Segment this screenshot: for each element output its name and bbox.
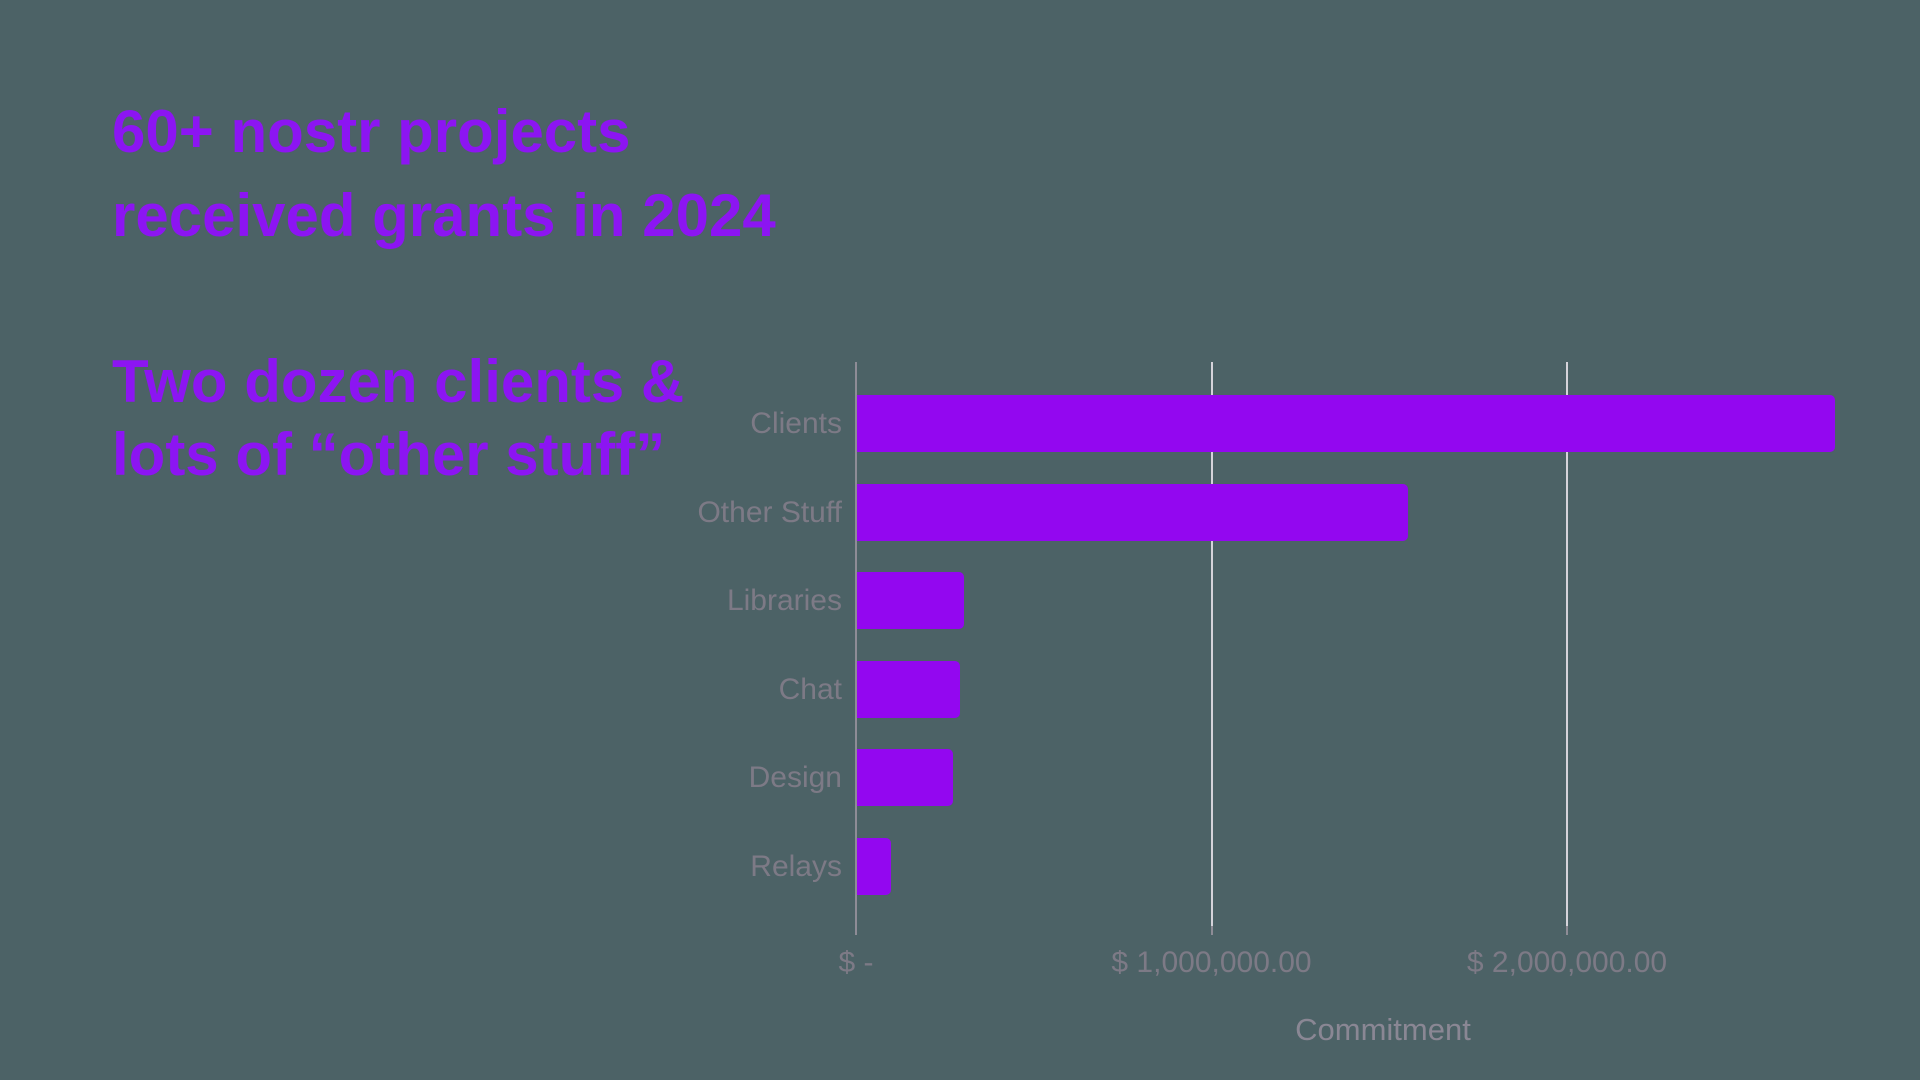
bar-design: [857, 749, 953, 807]
value-gridline: [1210, 362, 1213, 926]
slide-subtitle-line-2: lots of “other stuff”: [112, 421, 666, 488]
bar-libraries: [857, 572, 964, 630]
value-axis-tick: [855, 926, 857, 935]
value-axis-tick: [1210, 926, 1213, 935]
x-axis-title: Commitment: [1295, 1012, 1471, 1047]
category-label-chat: Chat: [778, 672, 842, 706]
category-label-libraries: Libraries: [726, 584, 842, 618]
value-axis-tick-label: $ -: [838, 946, 874, 979]
bar-other-stuff: [857, 483, 1408, 541]
category-label-relays: Relays: [750, 850, 842, 883]
bar-clients: [857, 395, 1835, 452]
slide-subtitle-line-1: Two dozen clients &: [112, 348, 685, 415]
slide-title-line-2: received grants in 2024: [112, 182, 776, 249]
slide-subtitle: Two dozen clients & lots of “other stuff…: [112, 345, 684, 491]
value-axis-tick-label: $ 2,000,000.00: [1466, 946, 1668, 979]
value-axis-tick-label: $ 1,000,000.00: [1111, 946, 1312, 979]
bar-relays: [857, 838, 891, 895]
slide-title-line-1: 60+ nostr projects: [112, 98, 631, 165]
category-label-other-stuff: Other Stuff: [697, 495, 842, 529]
category-axis-line: [855, 362, 857, 926]
value-axis-tick: [1566, 926, 1568, 935]
bar-chat: [857, 660, 960, 718]
value-gridline: [1566, 362, 1568, 926]
category-label-design: Design: [748, 761, 842, 795]
category-label-clients: Clients: [750, 407, 842, 440]
slide-title: 60+ nostr projects received grants in 20…: [112, 90, 776, 258]
